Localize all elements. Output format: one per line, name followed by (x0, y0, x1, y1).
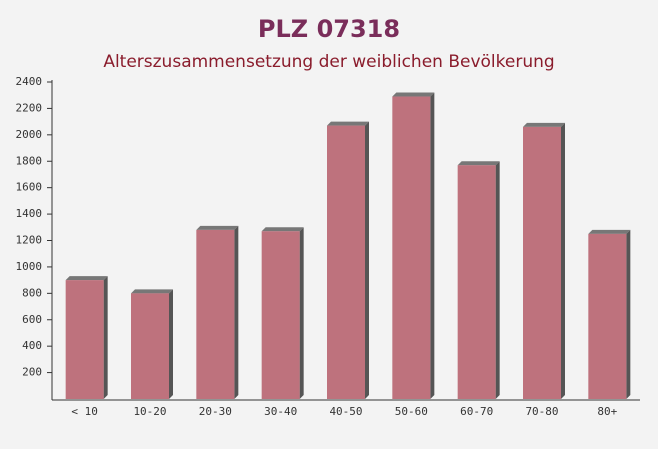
y-tick-label: 800 (22, 286, 42, 299)
bar (327, 125, 365, 400)
x-tick-label: 50-60 (395, 405, 428, 418)
y-tick-label: 200 (22, 366, 42, 379)
bar-side (169, 289, 173, 399)
bar (523, 126, 561, 400)
bar-top (457, 161, 500, 166)
bar-side (365, 121, 369, 400)
bar-top (523, 122, 565, 127)
bar (392, 96, 431, 399)
bar-top (131, 289, 173, 294)
bar (261, 231, 300, 399)
bar-top (588, 229, 631, 234)
x-tick-label: 70-80 (525, 405, 558, 418)
bar-side (561, 122, 565, 400)
x-tick-label: 40-50 (329, 405, 362, 418)
bar (65, 280, 104, 399)
y-tick-label: 1400 (16, 207, 43, 220)
x-tick-label: 20-30 (199, 405, 232, 418)
bar-top (65, 276, 108, 281)
chart-title: PLZ 07318 (258, 15, 400, 43)
bar (131, 293, 169, 399)
bar-side (626, 229, 631, 399)
bar-top (196, 225, 239, 230)
bar-side (430, 92, 435, 399)
y-tick-label: 2000 (16, 128, 43, 141)
bar-side (495, 161, 500, 399)
bar (196, 229, 235, 399)
y-tick-label: 1800 (16, 154, 43, 167)
bar-top (261, 227, 304, 232)
x-tick-label: < 10 (71, 405, 98, 418)
y-tick-label: 1000 (16, 260, 43, 273)
y-tick-label: 1200 (16, 234, 43, 247)
x-tick-label: 80+ (597, 405, 617, 418)
bar (457, 165, 496, 399)
y-tick-label: 1600 (16, 181, 43, 194)
bar-top (327, 121, 369, 126)
x-tick-label: 30-40 (264, 405, 297, 418)
y-tick-label: 2400 (16, 75, 43, 88)
x-tick-label: 10-20 (133, 405, 166, 418)
bar (588, 233, 627, 399)
bar-top (392, 92, 435, 97)
y-tick-label: 600 (22, 313, 42, 326)
y-tick-label: 2200 (16, 101, 43, 114)
y-tick-label: 400 (22, 339, 42, 352)
bar-side (299, 227, 304, 399)
bar-side (234, 225, 239, 399)
x-tick-label: 60-70 (460, 405, 493, 418)
chart-subtitle: Alterszusammensetzung der weiblichen Bev… (103, 52, 554, 72)
bar-side (103, 276, 108, 399)
